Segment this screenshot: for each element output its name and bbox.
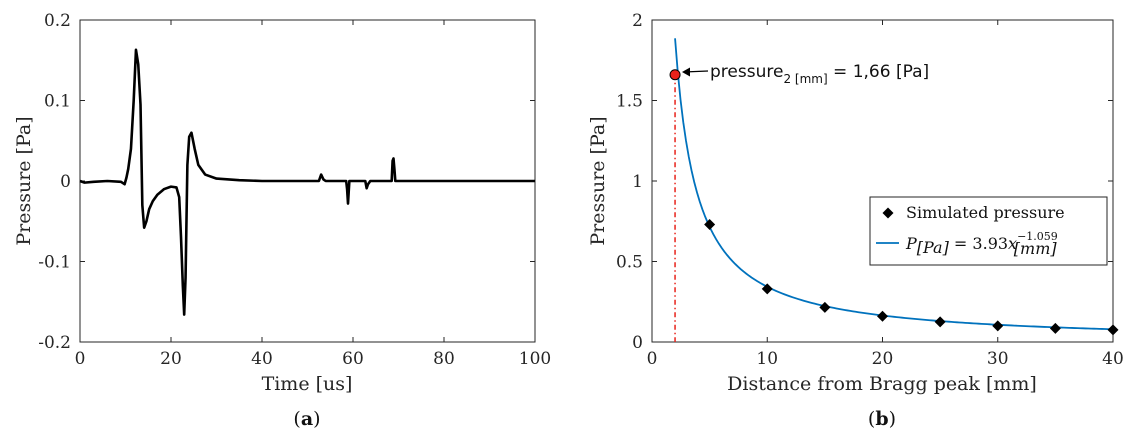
y-tick-label-a: -0.1 — [38, 253, 71, 273]
ticks-a: 0 20 40 60 80 100 -0.2 -0.1 0 0.1 0.2 — [38, 11, 551, 369]
data-point — [819, 301, 831, 313]
ylabel-a: Pressure [Pa] — [13, 116, 35, 245]
panel-label-a: (a) — [293, 408, 320, 430]
pressure-annotation: pressure2 [mm] = 1,66 [Pa] — [682, 62, 929, 86]
y-tick-label-a: 0.1 — [44, 92, 71, 112]
legend-marker-icon — [882, 207, 894, 219]
x-tick-label-a: 100 — [519, 349, 551, 369]
data-point — [1049, 322, 1061, 334]
legend-label-fit: P[Pa] = 3.93x−1.059 [mm] — [905, 230, 1058, 258]
simulated-points — [704, 218, 1119, 336]
x-tick-label-a: 0 — [75, 349, 86, 369]
x-tick-label-b: 10 — [756, 349, 778, 369]
data-point — [992, 320, 1004, 332]
ylabel-b: Pressure [Pa] — [587, 116, 609, 245]
x-tick-label-a: 40 — [251, 349, 273, 369]
data-point — [761, 283, 773, 295]
chart-b: 0 10 20 30 40 0 0.5 1 1.5 2 pressure2 [mm] = 1,66… — [587, 11, 1124, 430]
data-point — [877, 310, 888, 322]
chart-a: 0 20 40 60 80 100 -0.2 -0.1 0 0.1 0.2 Time [us] Pr… — [13, 11, 551, 430]
legend-box — [869, 196, 1108, 266]
panel-label-b: (b) — [868, 408, 896, 430]
y-tick-label-a: -0.2 — [38, 333, 71, 353]
legend-label-simulated: Simulated pressure — [906, 203, 1065, 222]
y-tick-label-b: 0.5 — [616, 253, 643, 273]
y-tick-label-b: 2 — [632, 11, 643, 31]
legend: Simulated pressure P[Pa] = 3.93x−1.059 [m… — [869, 196, 1108, 266]
pressure-trace-line — [79, 48, 535, 316]
y-tick-label-a: 0.2 — [44, 11, 71, 31]
ticks-b: 0 10 20 30 40 0 0.5 1 1.5 2 — [616, 11, 1124, 369]
arrow-head-icon — [682, 67, 690, 77]
x-tick-label-a: 80 — [433, 349, 455, 369]
y-tick-label-b: 1 — [632, 172, 643, 192]
xlabel-a: Time [us] — [262, 373, 353, 395]
x-tick-label-b: 0 — [647, 349, 658, 369]
x-tick-label-a: 60 — [342, 349, 364, 369]
data-point — [934, 316, 946, 328]
data-point — [704, 218, 716, 230]
x-tick-label-b: 30 — [987, 349, 1009, 369]
y-tick-label-b: 1.5 — [616, 92, 643, 112]
x-tick-label-a: 20 — [160, 349, 182, 369]
x-tick-label-b: 40 — [1102, 349, 1124, 369]
y-tick-label-b: 0 — [632, 333, 643, 353]
x-tick-label-b: 20 — [872, 349, 894, 369]
data-point — [1107, 324, 1119, 336]
fit-curve — [674, 38, 1114, 331]
annotation-text: pressure2 [mm] = 1,66 [Pa] — [710, 62, 929, 86]
xlabel-b: Distance from Bragg peak [mm] — [727, 373, 1037, 395]
highlight-marker — [669, 69, 681, 81]
y-tick-label-a: 0 — [60, 172, 71, 192]
